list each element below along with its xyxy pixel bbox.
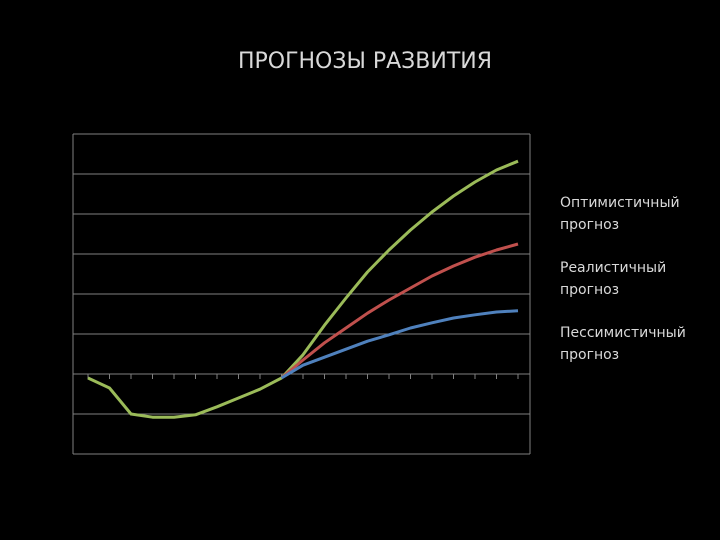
line-series — [280, 242, 519, 380]
legend-entry: Оптимистичный прогноз — [560, 195, 680, 233]
line-series — [280, 309, 519, 380]
line-series — [87, 159, 519, 419]
legend-entry: Реалистичный прогноз — [560, 260, 667, 298]
legend-entry: Пессимистичный прогноз — [560, 325, 686, 363]
chart-title: ПРОГНОЗЫ РАЗВИТИЯ — [238, 49, 492, 74]
